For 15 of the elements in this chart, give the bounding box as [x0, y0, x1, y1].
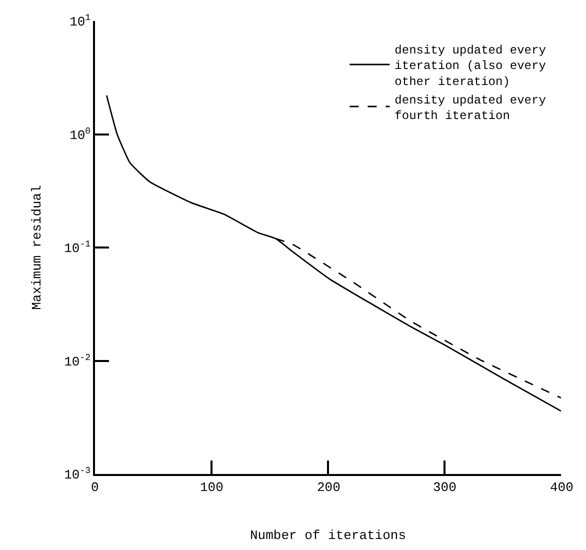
x-axis-title: Number of iterations	[250, 528, 406, 543]
x-tick-label: 100	[200, 480, 224, 495]
y-tick-label: 10$^{0}$	[70, 125, 91, 143]
x-tick-label: 0	[91, 480, 99, 495]
y-axis-title: Maximum residual	[30, 184, 45, 310]
x-tick-label: 300	[433, 480, 456, 495]
y-tick-label: 10$^{1}$	[70, 12, 92, 30]
x-tick-label: 400	[550, 480, 574, 495]
legend-label: density updated every iteration (also every other iteration)	[394, 44, 546, 89]
line-series	[106, 94, 561, 412]
legend-label: density updated every fourth iteration	[394, 93, 546, 123]
y-tick-label: 10$^{-2}$	[64, 352, 91, 370]
x-tick-label: 200	[317, 480, 340, 495]
y-tick-label: 10$^{-3}$	[64, 465, 91, 483]
y-tick-label: 10$^{-1}$	[64, 238, 92, 256]
